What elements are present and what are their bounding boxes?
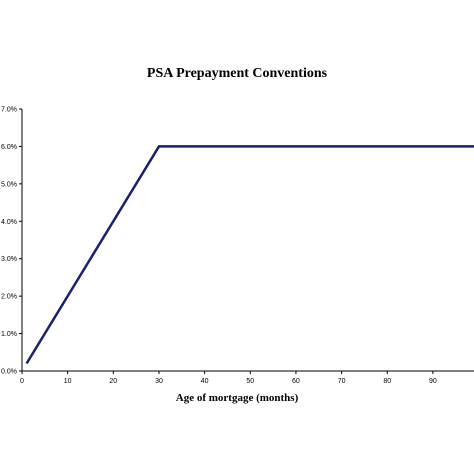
x-axis-title: Age of mortgage (months): [175, 392, 299, 404]
x-tick-label: 40: [201, 378, 209, 385]
y-tick-label: 2.0%: [1, 294, 17, 301]
x-tick-label: 50: [246, 378, 254, 385]
x-tick-label: 80: [383, 378, 391, 385]
x-tick-label: 30: [155, 378, 163, 385]
x-tick-label: 20: [109, 378, 117, 385]
y-tick-label: 3.0%: [1, 256, 17, 263]
x-tick-label: 60: [292, 378, 300, 385]
y-tick-label: 6.0%: [1, 144, 17, 151]
chart-title: PSA Prepayment Conventions: [146, 66, 328, 81]
x-tick-label: 70: [338, 378, 346, 385]
y-tick-label: 7.0%: [1, 107, 17, 114]
x-tick-label: 90: [429, 378, 437, 385]
series-line: [25, 145, 474, 365]
y-tick-label: 5.0%: [1, 181, 17, 188]
y-tick-label: 0.0%: [1, 369, 17, 376]
y-tick-label: 1.0%: [1, 331, 17, 338]
x-tick-label: 0: [20, 378, 24, 385]
y-tick-label: 4.0%: [1, 219, 17, 226]
x-tick-label: 10: [64, 378, 72, 385]
